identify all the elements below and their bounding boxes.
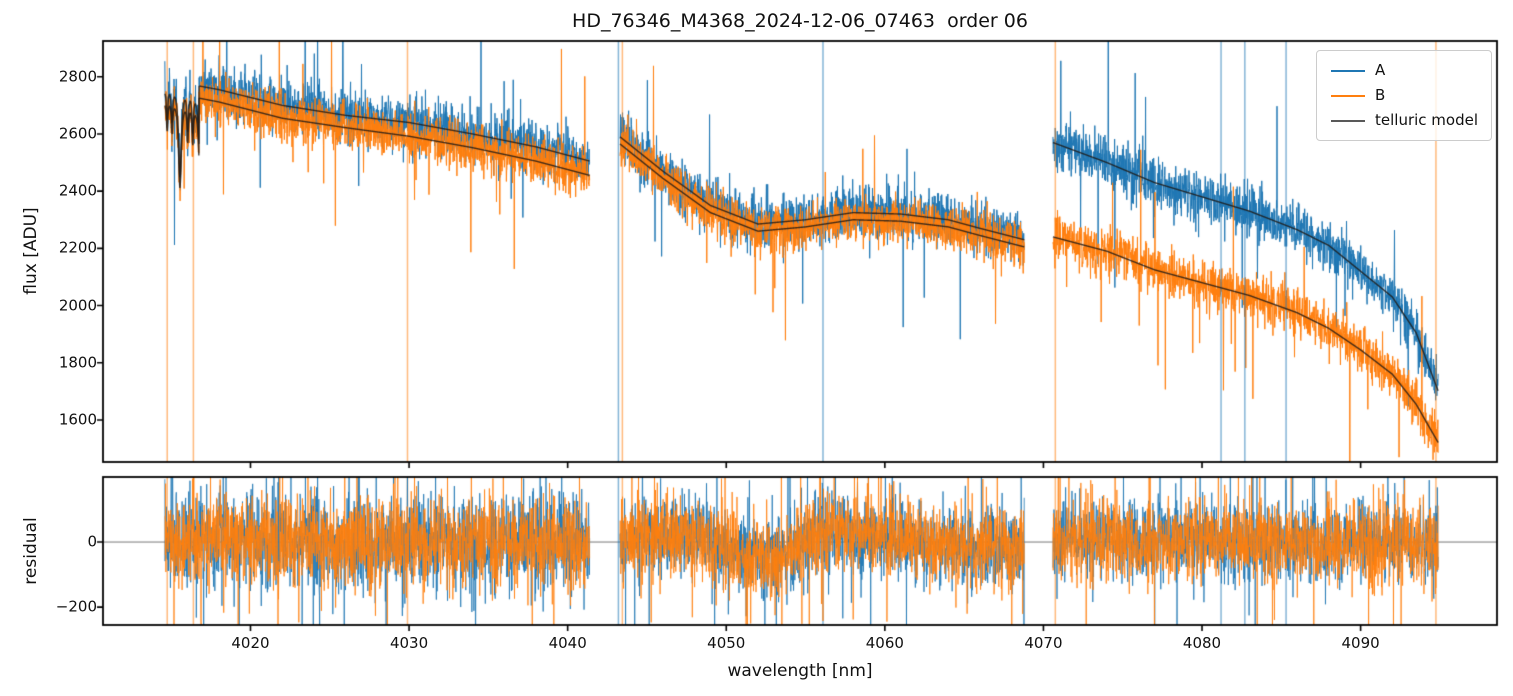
x-tick-label: 4070 xyxy=(1024,634,1063,652)
residual-y-tick-label: −200 xyxy=(55,597,97,616)
x-tick-label: 4090 xyxy=(1341,634,1380,652)
flux-y-tick-label: 2000 xyxy=(58,296,97,315)
legend-line-sample-B-icon xyxy=(1331,94,1365,97)
legend-entry-label: B xyxy=(1375,86,1386,104)
flux-y-tick-label: 2800 xyxy=(58,67,97,86)
flux-y-tick-label: 2200 xyxy=(58,238,97,257)
x-tick-label: 4040 xyxy=(548,634,587,652)
x-tick-label: 4030 xyxy=(389,634,429,652)
legend-entry-label: A xyxy=(1375,61,1386,79)
flux-y-tick-label: 2400 xyxy=(58,181,97,200)
legend: A B telluric model xyxy=(1316,50,1492,141)
legend-entry-label: telluric model xyxy=(1375,111,1479,129)
x-axis-label: wavelength [nm] xyxy=(727,661,873,681)
x-tick-label: 4020 xyxy=(231,634,270,652)
residual-y-tick-label: 0 xyxy=(87,532,97,551)
flux-y-tick-label: 2600 xyxy=(58,124,97,143)
legend-entry: B xyxy=(1327,83,1481,108)
x-tick-label: 4080 xyxy=(1182,634,1222,652)
x-tick-label: 4050 xyxy=(707,634,746,652)
x-tick-label: 4060 xyxy=(865,634,904,652)
plot-title: HD_76346_M4368_2024-12-06_07463 order 06 xyxy=(572,10,1028,32)
flux-y-tick-label: 1800 xyxy=(58,353,97,372)
flux-y-tick-label: 1600 xyxy=(58,410,97,429)
residual-axis-label: residual xyxy=(21,517,41,585)
legend-line-sample-model-icon xyxy=(1331,119,1365,122)
legend-entry: A xyxy=(1327,58,1481,83)
legend-line-sample-A-icon xyxy=(1331,69,1365,72)
legend-entry: telluric model xyxy=(1327,108,1481,133)
